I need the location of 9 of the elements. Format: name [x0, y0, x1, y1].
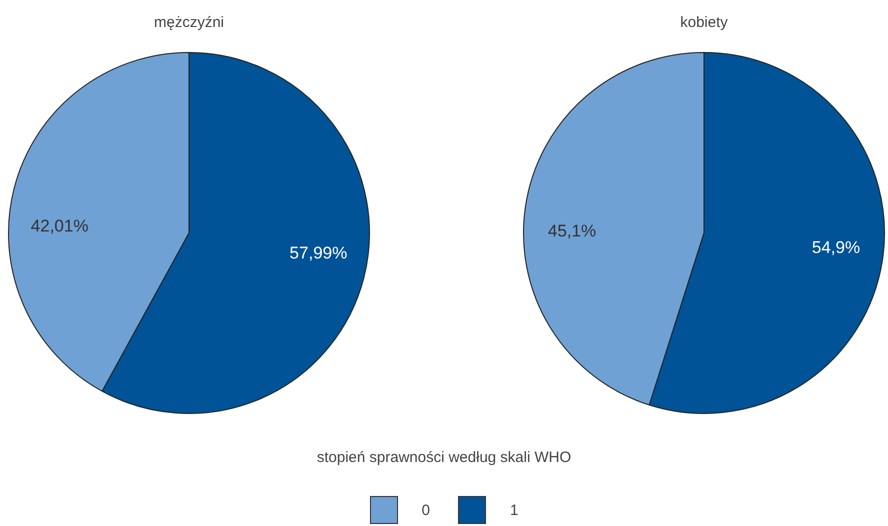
data-label: 42,01% — [30, 216, 88, 236]
data-label: 54,9% — [812, 238, 860, 258]
slice-label: mężczyźni — [154, 14, 224, 32]
legend-label: 1 — [510, 502, 518, 518]
legend-title: stopień sprawności według skali WHO — [316, 448, 572, 468]
legend-label: 0 — [422, 502, 430, 518]
slice-label: kobiety — [680, 14, 728, 32]
data-label: 45,1% — [548, 222, 596, 241]
data-label: 57,99% — [290, 243, 348, 262]
